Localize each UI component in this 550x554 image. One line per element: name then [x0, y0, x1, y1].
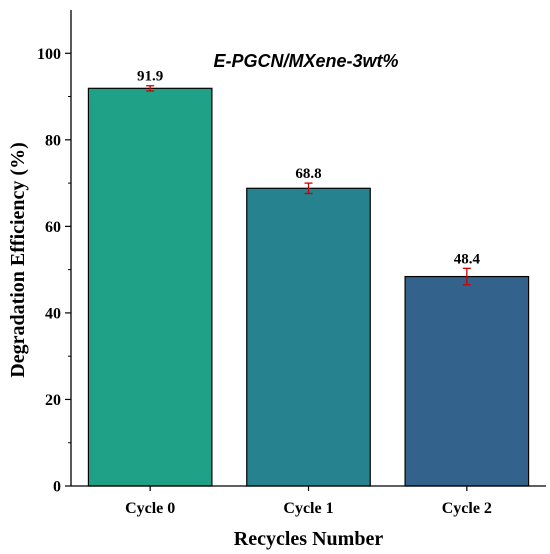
y-ticks-group: 0 20 40 60 80 100 [37, 46, 71, 496]
y-tick-label: 40 [45, 305, 61, 322]
y-tick-label: 0 [53, 479, 61, 496]
error-bar [462, 267, 471, 286]
data-label: 91.9 [137, 69, 163, 85]
data-label: 68.8 [295, 166, 321, 182]
data-label: 48.4 [454, 251, 481, 267]
chart-annotation: E-PGCN/MXene-3wt% [213, 51, 398, 71]
bar-cycle-0 [87, 87, 213, 487]
x-axis-title: Recycles Number [234, 528, 384, 550]
error-bars-group [146, 85, 471, 286]
x-tick-label: Cycle 2 [442, 500, 492, 517]
bars-group [87, 87, 530, 487]
y-tick-label: 80 [45, 132, 61, 149]
bar-cycle-1 [246, 187, 371, 487]
x-tick-label: Cycle 1 [283, 500, 333, 517]
error-bar [304, 182, 313, 195]
y-tick-label: 20 [45, 392, 61, 409]
y-tick-label: 100 [37, 46, 61, 63]
x-ticks-group: Cycle 0 Cycle 1 Cycle 2 [125, 486, 492, 517]
x-tick-label: Cycle 0 [125, 500, 175, 517]
bar-cycle-2 [404, 275, 530, 487]
error-bar [146, 85, 155, 92]
y-tick-label: 60 [45, 219, 61, 236]
data-labels-group: 91.9 68.8 48.4 [137, 69, 480, 268]
y-axis-title: Degradation Efficiency (%) [7, 142, 29, 378]
